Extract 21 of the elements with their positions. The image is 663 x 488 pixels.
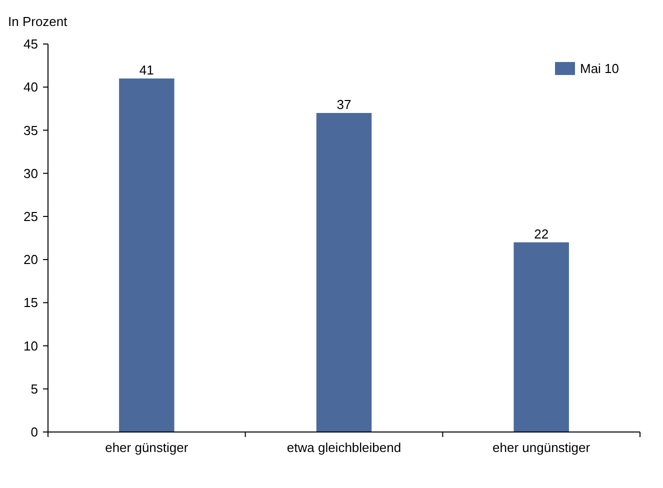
y-tick-label: 30 [24,166,38,181]
y-axis-title: In Prozent [8,14,68,29]
y-tick-label: 40 [24,80,38,95]
bar [514,242,569,432]
y-tick-label: 15 [24,295,38,310]
x-tick-label: eher ungünstiger [492,440,591,455]
y-tick-label: 35 [24,122,38,138]
y-tick-label: 25 [24,208,38,224]
data-label: 22 [534,226,549,242]
x-tick-label: eher günstiger [105,440,189,455]
data-label: 41 [139,62,154,78]
y-tick-label: 10 [24,338,38,354]
y-tick-label: 45 [24,36,38,52]
y-tick-label: 20 [24,252,38,268]
legend-label: Mai 10 [580,61,620,76]
y-tick-label: 0 [30,424,38,440]
bar [119,78,174,432]
bar [316,112,372,432]
data-label: 37 [336,96,352,112]
y-tick-label: 5 [30,381,38,396]
x-tick-label: etwa gleichbleibend [286,440,402,455]
